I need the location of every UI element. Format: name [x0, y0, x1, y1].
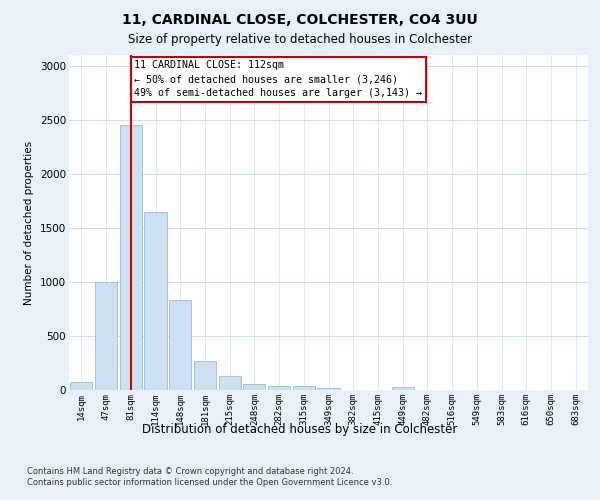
- Bar: [95, 282, 117, 390]
- Bar: [145, 212, 167, 390]
- Bar: [194, 361, 216, 390]
- Text: 11, CARDINAL CLOSE, COLCHESTER, CO4 3UU: 11, CARDINAL CLOSE, COLCHESTER, CO4 3UU: [122, 12, 478, 26]
- Bar: [268, 386, 290, 390]
- Bar: [392, 387, 414, 390]
- Bar: [119, 125, 142, 390]
- Y-axis label: Number of detached properties: Number of detached properties: [25, 140, 34, 304]
- Text: Distribution of detached houses by size in Colchester: Distribution of detached houses by size …: [142, 422, 458, 436]
- Bar: [293, 386, 315, 390]
- Bar: [169, 300, 191, 390]
- Text: 11 CARDINAL CLOSE: 112sqm
← 50% of detached houses are smaller (3,246)
49% of se: 11 CARDINAL CLOSE: 112sqm ← 50% of detac…: [134, 60, 422, 98]
- Bar: [70, 382, 92, 390]
- Bar: [243, 384, 265, 390]
- Bar: [218, 376, 241, 390]
- Text: Size of property relative to detached houses in Colchester: Size of property relative to detached ho…: [128, 32, 472, 46]
- Bar: [317, 388, 340, 390]
- Text: Contains HM Land Registry data © Crown copyright and database right 2024.
Contai: Contains HM Land Registry data © Crown c…: [27, 468, 392, 487]
